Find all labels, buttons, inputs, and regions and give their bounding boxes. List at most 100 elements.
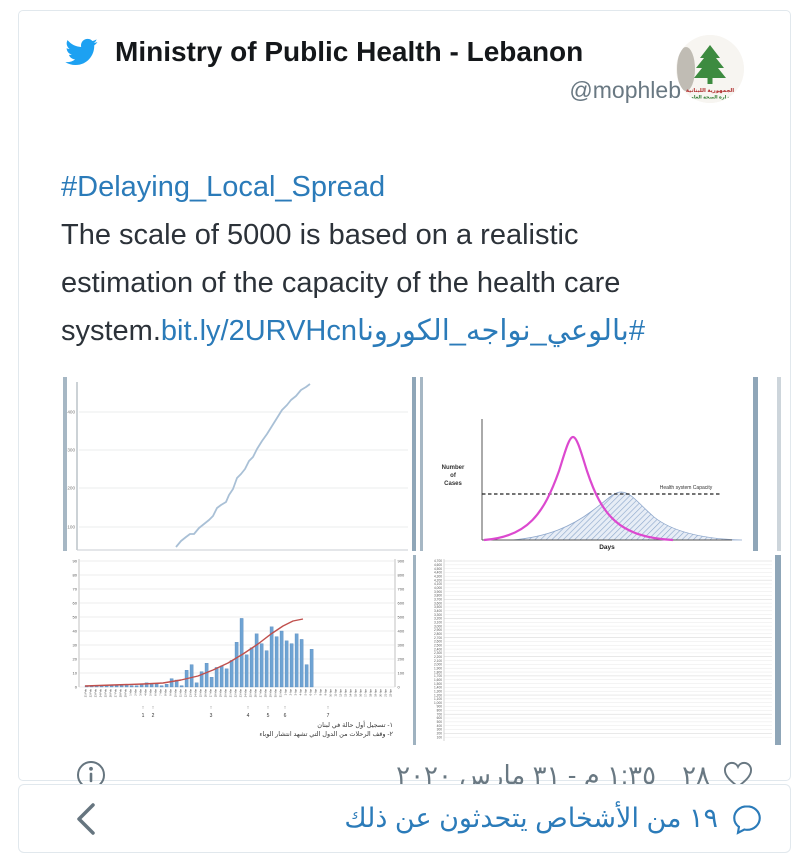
flatten-curve-chart-image[interactable]: Number of Cases Health system Capacity D… bbox=[420, 377, 781, 551]
svg-text:800: 800 bbox=[437, 709, 443, 713]
svg-text:20-Apr: 20-Apr bbox=[379, 689, 383, 697]
svg-text:200: 200 bbox=[398, 656, 405, 661]
svg-text:100: 100 bbox=[67, 525, 75, 530]
svg-text:1-Apr: 1-Apr bbox=[284, 689, 288, 695]
svg-text:900: 900 bbox=[398, 558, 405, 563]
svg-text:17-Apr: 17-Apr bbox=[364, 689, 368, 697]
bitly-link[interactable]: bit.ly/2URVHcn bbox=[160, 315, 357, 347]
svg-text:↑: ↑ bbox=[142, 705, 145, 711]
svg-text:3,000: 3,000 bbox=[434, 624, 442, 628]
svg-text:2-Mar: 2-Mar bbox=[134, 689, 138, 696]
media-grid: 400 300 200 100 Number of Cases Health syst… bbox=[63, 377, 781, 745]
chevron-left-icon[interactable] bbox=[73, 799, 99, 839]
svg-text:1,100: 1,100 bbox=[434, 697, 442, 701]
body-line-4: system. bbox=[61, 315, 161, 347]
arabic-hashtag-link[interactable]: #بالوعي_نواجه_الكورونا bbox=[357, 315, 645, 347]
svg-text:9-Apr: 9-Apr bbox=[324, 689, 328, 695]
body-line-2: The scale of 5000 is based on a realisti… bbox=[61, 219, 579, 251]
svg-text:26-Mar: 26-Mar bbox=[254, 689, 258, 697]
svg-text:↑: ↑ bbox=[327, 705, 330, 711]
svg-text:3,900: 3,900 bbox=[434, 590, 442, 594]
svg-text:1,400: 1,400 bbox=[434, 686, 442, 690]
svg-text:100: 100 bbox=[398, 670, 405, 675]
svg-text:24-Feb: 24-Feb bbox=[99, 688, 103, 697]
svg-text:27-Feb: 27-Feb bbox=[114, 688, 118, 697]
svg-text:20-Mar: 20-Mar bbox=[224, 689, 228, 697]
projection-grid-chart-image[interactable]: 4,7004,6004,5004,4004,3004,2004,1004,000… bbox=[420, 555, 781, 745]
avatar[interactable]: الجمهورية اللبنانية وزارة الصحة العامة bbox=[676, 35, 744, 103]
svg-text:3,500: 3,500 bbox=[434, 605, 442, 609]
svg-text:600: 600 bbox=[398, 600, 405, 605]
svg-text:4,700: 4,700 bbox=[434, 559, 442, 563]
svg-text:13-Mar: 13-Mar bbox=[189, 689, 193, 697]
svg-text:2,100: 2,100 bbox=[434, 659, 442, 663]
svg-text:1,600: 1,600 bbox=[434, 678, 442, 682]
daily-cases-bar-chart-image[interactable]: 0 0 10 100 20 200 30 300 40 400 50 500 60 600 70 700 80 8… bbox=[63, 555, 416, 745]
hashtag-link[interactable]: #Delaying_Local_Spread bbox=[61, 171, 386, 203]
avatar-text-1: الجمهورية اللبنانية bbox=[686, 88, 734, 94]
svg-text:800: 800 bbox=[398, 572, 405, 577]
svg-text:200: 200 bbox=[437, 732, 443, 736]
cedar-tree-icon bbox=[694, 45, 726, 84]
svg-text:3-Apr: 3-Apr bbox=[294, 689, 298, 695]
svg-text:21-Feb: 21-Feb bbox=[84, 688, 88, 697]
conversation-text: ١٩ من الأشخاص يتحدثون عن ذلك bbox=[344, 803, 718, 833]
svg-text:23-Feb: 23-Feb bbox=[94, 688, 98, 697]
svg-text:12-Apr: 12-Apr bbox=[339, 689, 343, 697]
svg-text:10: 10 bbox=[73, 670, 78, 675]
conversation-link[interactable]: ١٩ من الأشخاص يتحدثون عن ذلك bbox=[344, 802, 764, 836]
capacity-label: Health system Capacity bbox=[660, 485, 713, 491]
cumulative-line-chart-image[interactable]: 400 300 200 100 bbox=[63, 377, 416, 551]
svg-text:31-Mar: 31-Mar bbox=[279, 689, 283, 697]
svg-text:2,300: 2,300 bbox=[434, 651, 442, 655]
svg-text:400: 400 bbox=[437, 724, 443, 728]
svg-text:28-Feb: 28-Feb bbox=[119, 688, 123, 697]
svg-text:4,500: 4,500 bbox=[434, 567, 442, 571]
svg-text:1,800: 1,800 bbox=[434, 670, 442, 674]
like-button[interactable] bbox=[722, 760, 754, 790]
svg-text:1-Mar: 1-Mar bbox=[129, 689, 133, 696]
svg-text:300: 300 bbox=[67, 448, 75, 453]
svg-text:30-Mar: 30-Mar bbox=[274, 689, 278, 697]
svg-text:3,700: 3,700 bbox=[434, 598, 442, 602]
y-axis-label-line1: Number bbox=[442, 465, 465, 471]
conversation-bar[interactable]: ١٩ من الأشخاص يتحدثون عن ذلك bbox=[18, 784, 791, 853]
svg-text:15-Mar: 15-Mar bbox=[199, 689, 203, 697]
svg-text:10-Mar: 10-Mar bbox=[174, 689, 178, 697]
svg-text:11-Apr: 11-Apr bbox=[334, 689, 338, 697]
avatar-text-2: وزارة الصحة العامة bbox=[688, 95, 732, 101]
svg-text:↑: ↑ bbox=[284, 705, 287, 711]
svg-text:0: 0 bbox=[398, 684, 401, 689]
svg-text:2,800: 2,800 bbox=[434, 632, 442, 636]
svg-text:13-Apr: 13-Apr bbox=[344, 689, 348, 697]
svg-text:21-Mar: 21-Mar bbox=[229, 689, 233, 697]
svg-text:5-Mar: 5-Mar bbox=[149, 689, 153, 696]
svg-text:6: 6 bbox=[284, 713, 287, 719]
steep-curve-line bbox=[483, 435, 674, 542]
svg-text:2,900: 2,900 bbox=[434, 628, 442, 632]
svg-text:19-Apr: 19-Apr bbox=[374, 689, 378, 697]
svg-text:500: 500 bbox=[437, 720, 443, 724]
svg-text:2: 2 bbox=[152, 713, 155, 719]
svg-text:22-Apr: 22-Apr bbox=[389, 689, 393, 697]
svg-text:600: 600 bbox=[437, 716, 443, 720]
account-handle[interactable]: @mophleb bbox=[569, 77, 681, 103]
svg-text:3,600: 3,600 bbox=[434, 601, 442, 605]
svg-text:4,100: 4,100 bbox=[434, 582, 442, 586]
svg-text:15-Apr: 15-Apr bbox=[354, 689, 358, 697]
tweet-body: #Delaying_Local_Spread The scale of 5000… bbox=[61, 163, 748, 355]
svg-text:22-Feb: 22-Feb bbox=[89, 688, 93, 697]
svg-text:2,600: 2,600 bbox=[434, 640, 442, 644]
svg-text:0: 0 bbox=[75, 684, 78, 689]
svg-text:1: 1 bbox=[142, 713, 145, 719]
svg-text:24-Mar: 24-Mar bbox=[244, 689, 248, 697]
account-name[interactable]: Ministry of Public Health - Lebanon bbox=[115, 36, 584, 67]
twitter-bird-icon[interactable] bbox=[61, 35, 101, 69]
svg-text:7-Apr: 7-Apr bbox=[314, 689, 318, 695]
svg-text:8-Mar: 8-Mar bbox=[164, 689, 168, 696]
svg-text:22-Mar: 22-Mar bbox=[234, 689, 238, 697]
svg-text:200: 200 bbox=[67, 486, 75, 491]
svg-text:50: 50 bbox=[73, 614, 78, 619]
svg-text:4-Mar: 4-Mar bbox=[144, 689, 148, 696]
svg-text:1,700: 1,700 bbox=[434, 674, 442, 678]
